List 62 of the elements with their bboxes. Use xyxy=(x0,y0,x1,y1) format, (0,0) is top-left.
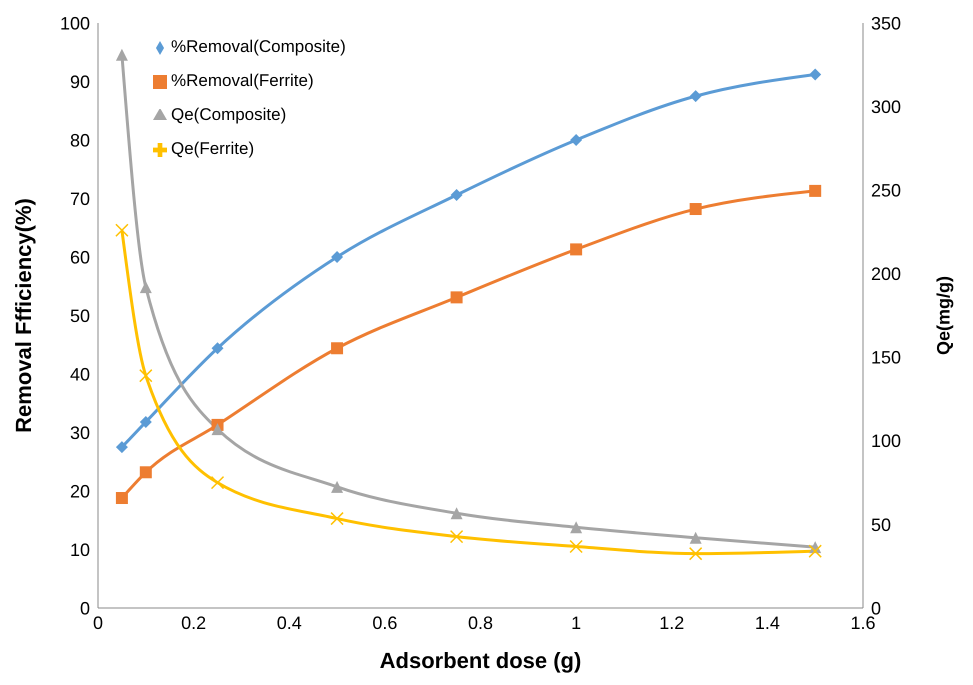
point xyxy=(690,532,702,544)
x-tick-label: 1.4 xyxy=(754,612,780,633)
y-tick-label: 100 xyxy=(60,13,90,34)
point xyxy=(115,224,129,238)
y-tick-label: 30 xyxy=(70,422,90,443)
point xyxy=(139,368,153,382)
y-axis-title: Removal Ffficiency(%) xyxy=(10,198,36,433)
y-tick-label: 60 xyxy=(70,247,90,268)
point xyxy=(809,68,822,80)
point xyxy=(688,546,702,560)
point xyxy=(116,441,128,454)
y-tick-label: 50 xyxy=(70,306,90,326)
x-tick-label: 0 xyxy=(92,612,104,633)
x-tick-label: 1 xyxy=(571,612,582,633)
point xyxy=(450,507,463,520)
point xyxy=(808,544,822,558)
point xyxy=(331,480,344,493)
point xyxy=(450,291,463,304)
point xyxy=(331,251,344,263)
y-tick-label: 90 xyxy=(70,72,90,92)
point xyxy=(140,281,152,294)
point xyxy=(140,466,152,478)
x-tick-label: 1.2 xyxy=(659,612,684,633)
y2-axis-title: Qe(mg/g) xyxy=(933,276,954,355)
point xyxy=(331,342,344,354)
y2-tick-label: 200 xyxy=(871,264,902,284)
point xyxy=(116,48,128,61)
point xyxy=(212,342,224,354)
point xyxy=(570,134,582,146)
y2-tick-label: 150 xyxy=(871,348,902,368)
point xyxy=(330,512,344,526)
legend-label: Qe(Ferrite) xyxy=(171,139,254,158)
point xyxy=(569,540,583,554)
y2-tick-label: 250 xyxy=(871,180,902,201)
legend-label: Qe(Composite) xyxy=(171,105,286,124)
y-tick-label: 0 xyxy=(80,598,90,618)
y2-tick-label: 100 xyxy=(871,431,902,452)
x-tick-label: 0.2 xyxy=(181,612,206,633)
y-tick-label: 80 xyxy=(70,130,90,150)
legend-label: %Removal(Composite) xyxy=(171,37,346,56)
point xyxy=(690,203,702,216)
point xyxy=(570,521,582,534)
x-tick-label: 0.4 xyxy=(276,612,302,633)
point xyxy=(690,90,702,102)
y-tick-label: 40 xyxy=(70,364,90,384)
x-tick-label: 0.6 xyxy=(372,612,398,633)
point xyxy=(809,184,822,197)
point xyxy=(116,492,128,504)
y2-tick-label: 50 xyxy=(871,514,892,535)
y-tick-label: 70 xyxy=(70,188,90,209)
point xyxy=(570,243,582,256)
y-tick-label: 10 xyxy=(70,540,90,560)
x-tick-label: 0.8 xyxy=(468,612,494,633)
y2-tick-label: 350 xyxy=(871,13,902,34)
legend-label: %Removal(Ferrite) xyxy=(171,71,314,90)
point xyxy=(450,188,463,201)
y-tick-label: 20 xyxy=(70,481,90,502)
point xyxy=(210,476,224,490)
point xyxy=(450,530,464,544)
point xyxy=(140,416,152,428)
x-axis-title: Adsorbent dose (g) xyxy=(380,648,582,673)
y2-tick-label: 300 xyxy=(871,96,902,117)
